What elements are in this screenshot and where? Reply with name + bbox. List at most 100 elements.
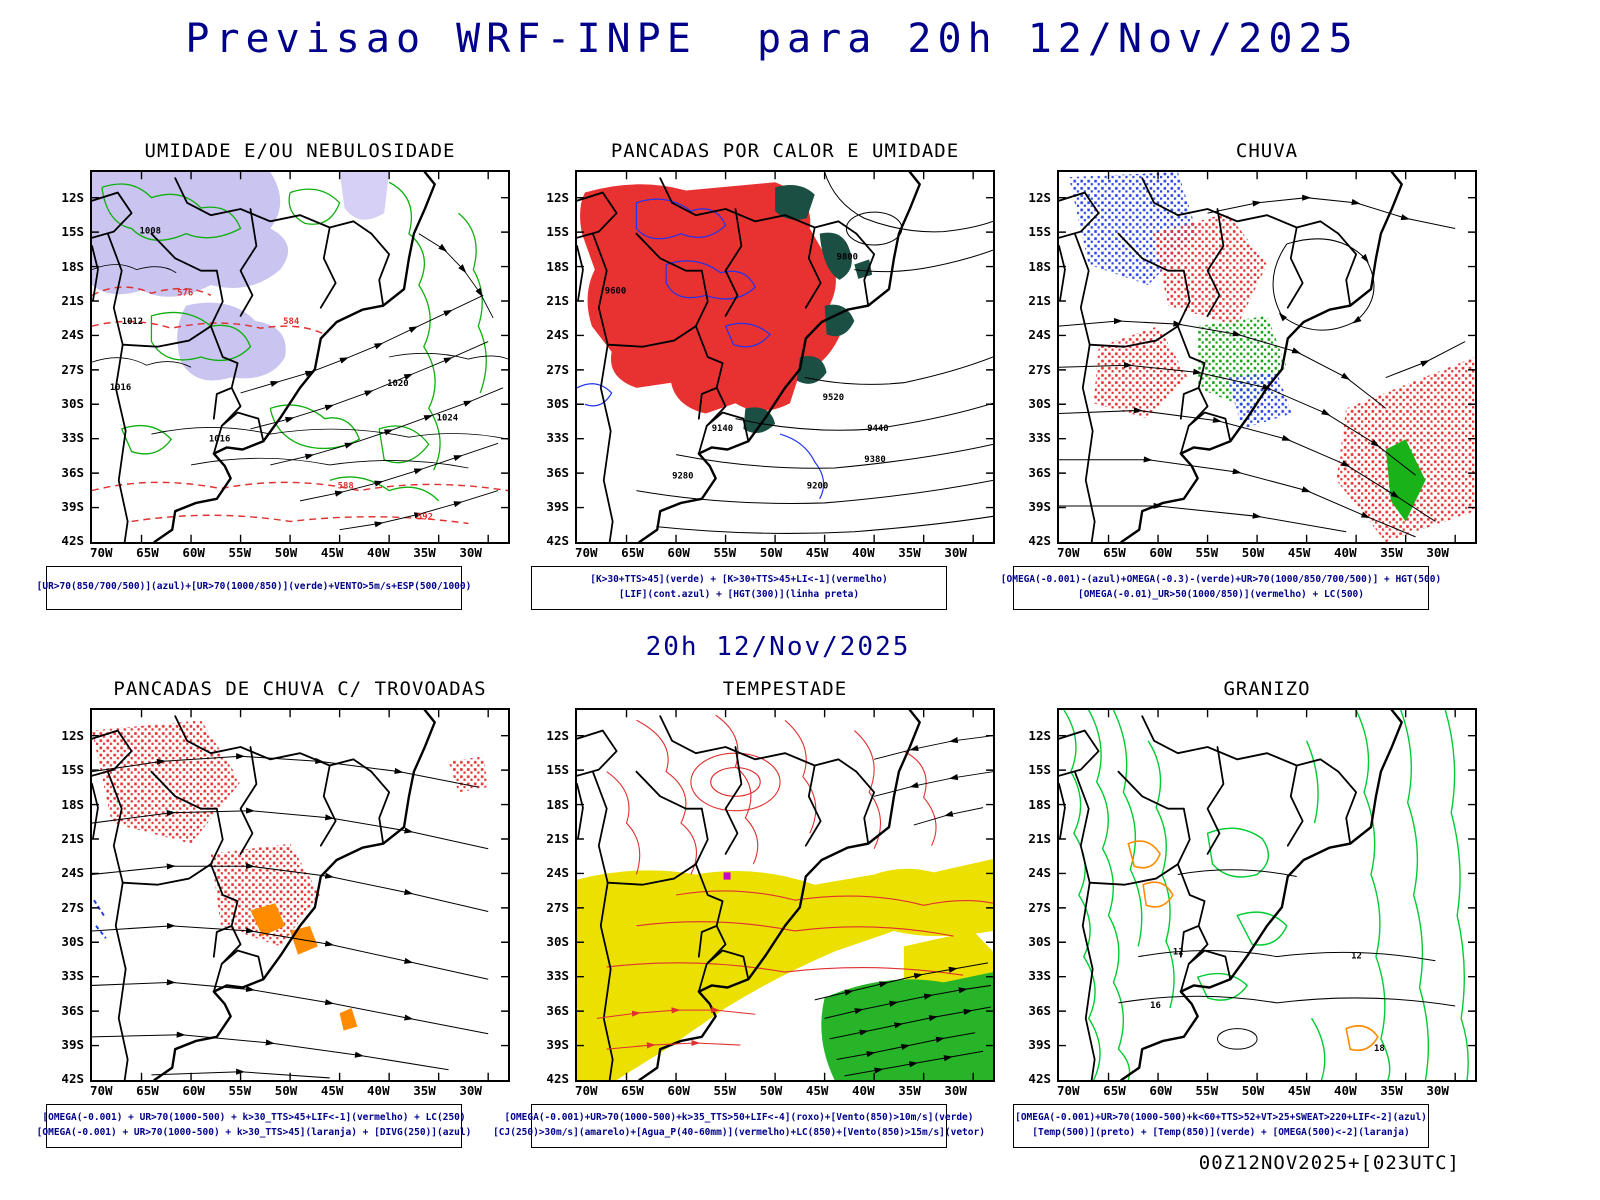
lat-tick-label: 33S	[1028, 968, 1051, 984]
panel-pancadas-calor: PANCADAS POR CALOR E UMIDADE 12S 15S 18S 21…	[529, 140, 1003, 610]
severe-spot-purple	[723, 872, 731, 880]
lat-tick-label: 30S	[1028, 934, 1051, 950]
lon-tick-label: 55W	[1195, 545, 1219, 560]
lon-axis: 70W 65W 60W 55W 50W 45W 40W 35W 30W	[575, 545, 995, 560]
lat-tick-label: 36S	[1028, 464, 1051, 480]
map-umidade: 1008 1012 1016 1016 1020 1024 576 584 58…	[90, 170, 510, 544]
lat-tick-label: 27S	[1028, 361, 1051, 377]
lon-axis: 70W 65W 60W 55W 50W 45W 40W 35W 30W	[575, 1083, 995, 1098]
panel-title: PANCADAS POR CALOR E UMIDADE	[610, 140, 960, 162]
wind-vectors	[240, 233, 504, 531]
lat-tick-label: 27S	[546, 899, 569, 915]
lon-tick-label: 60W	[182, 545, 205, 560]
contour-label: 9140	[712, 424, 733, 434]
lat-tick-label: 21S	[546, 293, 569, 309]
lat-tick-label: 18S	[61, 796, 84, 812]
lon-tick-label: 30W	[944, 545, 967, 560]
lat-tick-label: 12S	[1028, 728, 1051, 743]
lon-axis: 70W 65W 60W 55W 50W 45W 40W 35W 30W	[90, 1083, 510, 1098]
lon-tick-label: 40W	[367, 1083, 390, 1098]
lon-tick-label: 35W	[413, 1083, 436, 1098]
wind850-vectors	[814, 962, 992, 1077]
lat-tick-label: 33S	[61, 430, 84, 446]
thickness-contours-red-dashed	[92, 286, 508, 525]
lon-tick-label: 65W	[621, 545, 644, 560]
map-area: 12S 15S 18S 21S 24S 27S 30S 33S 36S 39S 42S	[61, 170, 510, 560]
lon-tick-label: 45W	[320, 545, 344, 560]
thickness-label: 576	[177, 288, 193, 298]
map-area: 12S 15S 18S 21S 24S 27S 30S 33S 36S 39S 42S	[61, 708, 510, 1098]
panel-chuva: CHUVA 12S 15S 18S 21S 24S 27S 30S 33S 36S 39S 42S	[1001, 140, 1485, 610]
lat-tick-label: 24S	[1028, 865, 1051, 881]
rain-speckle-areas	[1068, 172, 1475, 542]
lat-tick-label: 24S	[61, 865, 84, 881]
lon-tick-label: 50W	[274, 545, 298, 560]
lat-tick-label: 18S	[546, 796, 569, 812]
lon-tick-label: 70W	[90, 1083, 113, 1098]
map-pancadas-calor: 9600 9800 9520 9440 9380 9280 9200 9140	[575, 170, 995, 544]
lat-tick-label: 30S	[61, 396, 84, 412]
lat-tick-label: 15S	[546, 762, 569, 778]
lat-tick-label: 30S	[546, 934, 569, 950]
lat-tick-label: 39S	[546, 1037, 569, 1053]
legend-caption-box: [OMEGA(-0.001)+UR>70(1000-500)+k>35_TTS>…	[493, 1103, 985, 1148]
lat-tick-label: 42S	[1028, 533, 1051, 549]
lat-tick-label: 24S	[546, 327, 569, 343]
contour-label: 9800	[837, 252, 858, 262]
lat-tick-label: 15S	[61, 762, 84, 778]
lat-tick-label: 42S	[61, 533, 84, 549]
lif-contours-blue	[577, 198, 825, 500]
lat-tick-label: 18S	[61, 258, 84, 274]
panel-granizo: GRANIZO 12S 15S 18S 21S 24S 27S 30S 33S 36S 39S 42…	[1011, 678, 1485, 1148]
lon-tick-label: 30W	[459, 1083, 482, 1098]
lat-axis: 12S 15S 18S 21S 24S 27S 30S 33S 36S 39S 42S	[45, 170, 87, 548]
lat-axis: 12S 15S 18S 21S 24S 27S 30S 33S 36S 39S 42S	[530, 708, 572, 1086]
lat-tick-label: 36S	[1028, 1002, 1051, 1018]
caption-line: [K>30+TTS>45](verde) + [K>30+TTS>45+LI<-…	[590, 573, 888, 585]
caption-line: [OMEGA(-0.001) + UR>70(1000-500) + k>30_…	[42, 1111, 466, 1123]
lon-tick-label: 60W	[182, 1083, 205, 1098]
lat-tick-label: 39S	[61, 499, 84, 515]
lon-tick-label: 55W	[1195, 1083, 1219, 1098]
lon-tick-label: 65W	[136, 545, 159, 560]
panel-trovoadas: PANCADAS DE CHUVA C/ TROVOADAS 12S 15S 18S…	[37, 678, 518, 1148]
page-title: Previsao WRF-INPE para 20h 12/Nov/2025	[185, 16, 1359, 62]
lon-tick-label: 45W	[805, 545, 829, 560]
legend-caption-box: [OMEGA(-0.001) + UR>70(1000-500) + k>30_…	[37, 1103, 471, 1148]
lon-tick-label: 55W	[713, 545, 737, 560]
lon-tick-label: 35W	[1380, 1083, 1403, 1098]
lat-tick-label: 21S	[1028, 831, 1051, 847]
legend-caption-box: [OMEGA(-0.001)-(azul)+OMEGA(-0.3)-(verde…	[1001, 565, 1441, 610]
lon-tick-label: 65W	[1103, 1083, 1126, 1098]
lat-tick-label: 12S	[1028, 190, 1051, 205]
lat-tick-label: 36S	[61, 1002, 84, 1018]
lat-tick-label: 42S	[1028, 1071, 1051, 1087]
lat-tick-label: 12S	[61, 728, 84, 743]
lat-tick-label: 12S	[61, 190, 84, 205]
contour-label: 9600	[605, 286, 626, 296]
contour-label: 1016	[110, 383, 131, 393]
lat-tick-label: 42S	[546, 533, 569, 549]
lat-tick-label: 18S	[1028, 796, 1051, 812]
thickness-label: 588	[338, 481, 354, 491]
caption-line: [OMEGA(-0.001)+UR>70(1000-500)+k<60+TTS>…	[1015, 1111, 1427, 1123]
lat-tick-label: 18S	[546, 258, 569, 274]
contour-label: 1020	[387, 379, 408, 389]
caption-line: [UR>70(850/700/500)](azul)+[UR>70(1000/8…	[36, 581, 472, 593]
model-run-timestamp: 00Z12NOV2025+[023UTC]	[1198, 1152, 1460, 1174]
lat-tick-label: 36S	[546, 1002, 569, 1018]
shower-speckle-areas	[92, 720, 489, 947]
lon-tick-label: 35W	[413, 545, 436, 560]
lat-tick-label: 24S	[546, 865, 569, 881]
lat-tick-label: 30S	[546, 396, 569, 412]
caption-line: [OMEGA(-0.001)+UR>70(1000-500)+k>35_TTS>…	[504, 1111, 974, 1123]
temp500-labels: 12 16 12 18	[1150, 947, 1385, 1054]
instability-area-red	[580, 182, 840, 414]
map-chuva	[1057, 170, 1477, 544]
lon-tick-label: 50W	[759, 1083, 783, 1098]
caption-line: [OMEGA(-0.001) + UR>70(1000-500) + k>30_…	[36, 1126, 472, 1138]
lon-tick-label: 60W	[1149, 545, 1172, 560]
lon-tick-label: 35W	[898, 1083, 921, 1098]
lon-tick-label: 60W	[667, 1083, 690, 1098]
